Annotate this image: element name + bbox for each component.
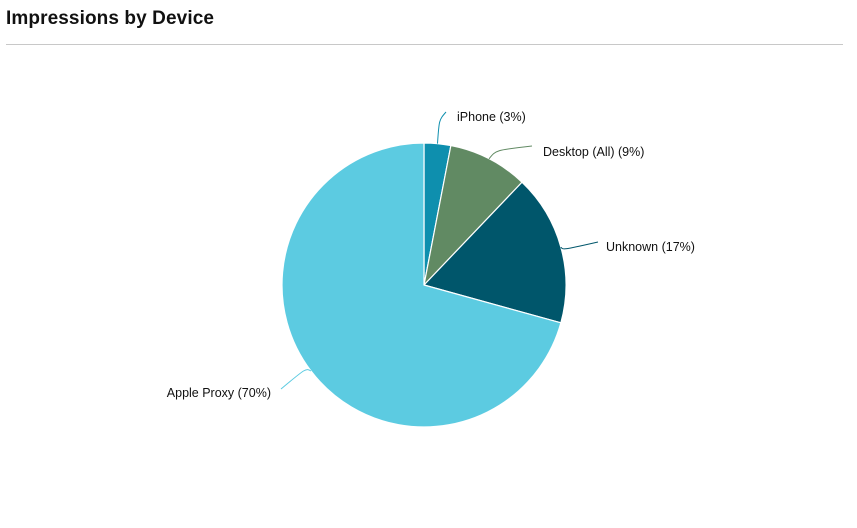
chart-area: iPhone (3%) Desktop (All) (9%) Unknown (17… [0,46,857,528]
leader-lines [280,111,599,390]
pie-slice-desktop-all[interactable] [423,144,523,286]
pie-slice-unknown[interactable] [423,181,567,324]
pie-slice-apple-proxy[interactable] [281,142,562,428]
slice-label-iphone: iPhone (3%) [457,110,526,124]
slice-label-desktop-all: Desktop (All) (9%) [543,145,644,159]
header-divider [6,44,843,45]
slice-label-unknown: Unknown (17%) [606,240,695,254]
leader-line-apple-proxy [280,369,312,390]
slice-label-apple-proxy: Apple Proxy (70%) [167,386,271,400]
pie-chart: iPhone (3%) Desktop (All) (9%) Unknown (17… [167,110,695,428]
leader-line-unknown [560,241,599,250]
leader-line-iphone [437,111,447,144]
pie-slices [281,142,567,428]
slice-labels: iPhone (3%) Desktop (All) (9%) Unknown (17… [167,110,695,400]
leader-line-desktop-all [488,145,533,160]
panel-header: Impressions by Device [0,0,857,46]
chart-title: Impressions by Device [6,8,215,29]
